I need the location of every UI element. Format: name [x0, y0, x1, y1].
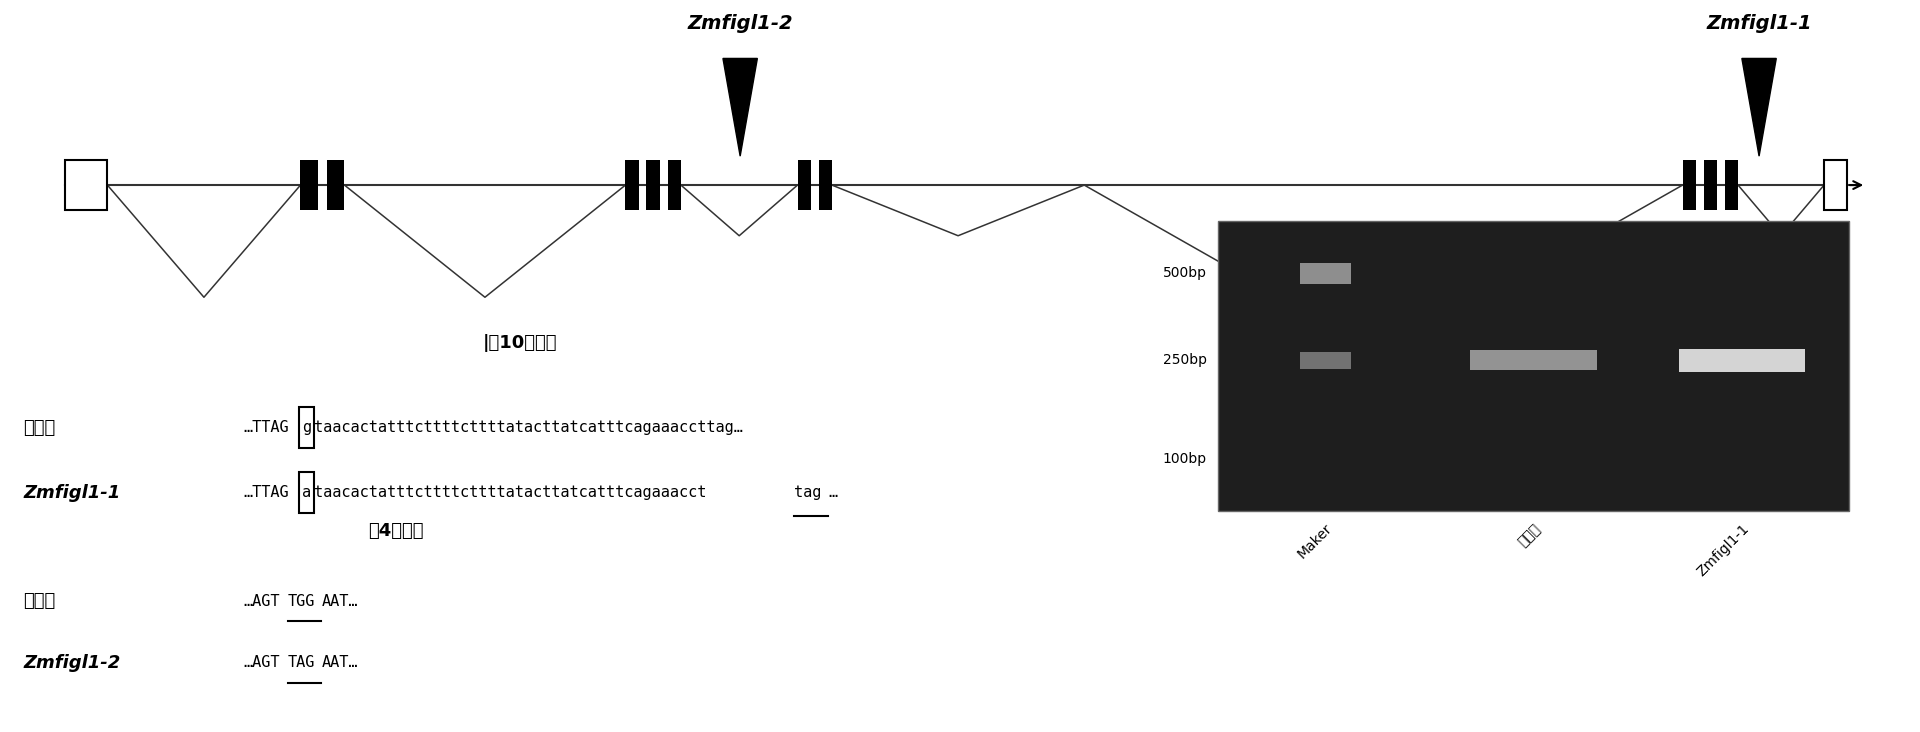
Text: …: … [828, 485, 837, 500]
Bar [668, 160, 682, 210]
Text: AAT…: AAT… [321, 594, 357, 609]
Text: 100bp: 100bp [1162, 452, 1206, 466]
Text: Zmfigl1-1: Zmfigl1-1 [23, 484, 121, 501]
Bar [1471, 350, 1597, 370]
Text: 500bp: 500bp [1164, 266, 1206, 280]
Polygon shape [1741, 59, 1776, 156]
Text: AAT…: AAT… [321, 655, 357, 671]
Text: …TTAG: …TTAG [244, 420, 288, 435]
Bar [300, 407, 313, 448]
Text: |第10内含子: |第10内含子 [484, 334, 557, 351]
Bar [326, 160, 344, 210]
Bar [1678, 348, 1805, 372]
Text: 250bp: 250bp [1164, 354, 1206, 367]
Text: a: a [301, 485, 311, 500]
Bar [1703, 160, 1716, 210]
Bar [65, 160, 108, 210]
Polygon shape [724, 59, 756, 156]
Text: 野生型: 野生型 [23, 419, 56, 436]
Text: …AGT: …AGT [244, 655, 280, 671]
Bar [647, 160, 660, 210]
Text: …AGT: …AGT [244, 594, 280, 609]
Bar [1217, 221, 1849, 511]
Text: Maker: Maker [1296, 522, 1334, 561]
Text: taacactatttcttttcttttatacttatcatttcagaaacct: taacactatttcttttcttttatacttatcatttcagaaa… [313, 485, 707, 500]
Bar [1724, 160, 1738, 210]
Text: TGG: TGG [288, 594, 315, 609]
Bar [797, 160, 810, 210]
Text: TAG: TAG [288, 655, 315, 671]
Bar [626, 160, 639, 210]
Bar [300, 472, 313, 513]
Text: taacactatttcttttcttttatacttatcatttcagaaaccttag…: taacactatttcttttcttttatacttatcatttcagaaa… [313, 420, 743, 435]
Text: 第4外显子: 第4外显子 [369, 522, 424, 539]
Text: tag: tag [795, 485, 822, 500]
Bar [818, 160, 831, 210]
Bar [1300, 351, 1350, 369]
Text: 野生型: 野生型 [1515, 522, 1544, 549]
Text: g: g [301, 420, 311, 435]
Text: Zmfigl1-2: Zmfigl1-2 [23, 654, 121, 672]
Bar [1300, 264, 1350, 283]
Text: …TTAG: …TTAG [244, 485, 288, 500]
Text: Zmfigl1-1: Zmfigl1-1 [1693, 522, 1751, 579]
Bar [1824, 160, 1847, 210]
Text: Zmfigl1-1: Zmfigl1-1 [1707, 14, 1812, 33]
Bar [300, 160, 317, 210]
Bar [1682, 160, 1695, 210]
Text: 野生型: 野生型 [23, 592, 56, 610]
Text: Zmfigl1-2: Zmfigl1-2 [687, 14, 793, 33]
